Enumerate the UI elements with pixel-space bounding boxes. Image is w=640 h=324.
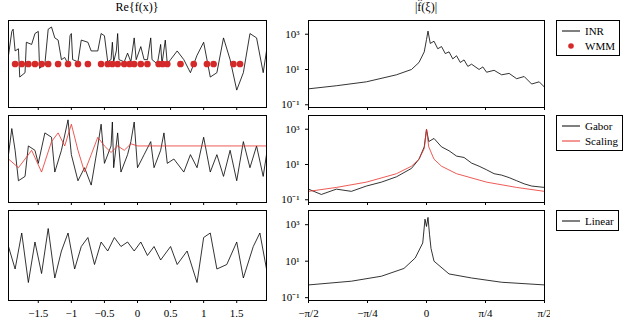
html-text:INR: INR [585,24,604,37]
html-text:Gabor: Gabor [585,119,613,132]
svg-text:10³: 10³ [285,218,300,230]
svg-text:10³: 10³ [285,28,300,40]
svg-text:0: 0 [424,307,430,319]
svg-text:−π/4: −π/4 [357,307,378,319]
svg-text:10⁻¹: 10⁻¹ [281,193,299,205]
html-text:|f̂(ξ)|: |f̂(ξ)| [414,0,438,14]
svg-text:10⁻¹: 10⁻¹ [281,291,299,303]
svg-text:10⁻¹: 10⁻¹ [281,98,299,110]
svg-text:10¹: 10¹ [285,158,299,170]
svg-text:10¹: 10¹ [285,63,299,75]
svg-text:0: 0 [135,307,141,319]
svg-text:−1.5: −1.5 [28,307,48,319]
svg-text:−π/2: −π/2 [298,307,318,319]
svg-text:π/2: π/2 [537,307,550,319]
svg-text:−1: −1 [65,307,77,319]
svg-text:π/4: π/4 [478,307,493,319]
html-text:Re{f(x)}: Re{f(x)} [115,0,159,14]
svg-text:1.5: 1.5 [230,307,244,319]
svg-text:0.5: 0.5 [164,307,178,319]
svg-text:10³: 10³ [285,123,300,135]
svg-text:−0.5: −0.5 [94,307,114,319]
html-text:WMM: WMM [585,39,615,52]
svg-text:10¹: 10¹ [285,255,299,267]
svg-text:1: 1 [201,307,207,319]
html-text:Linear: Linear [585,214,614,227]
html-text:Scaling: Scaling [585,134,618,147]
